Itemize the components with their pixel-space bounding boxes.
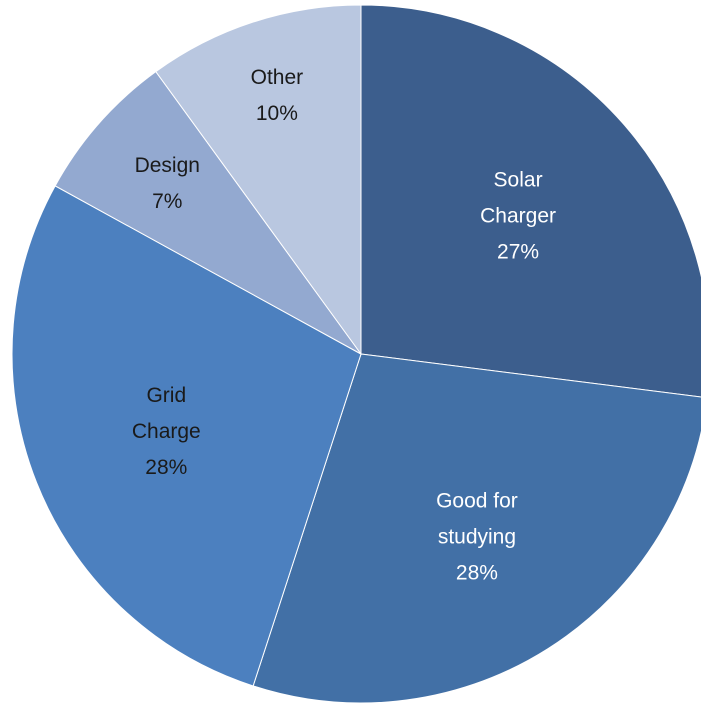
pie-slice-1 <box>252 353 701 703</box>
slice-percent-label: 28% <box>456 562 498 585</box>
pie-slice-3 <box>54 70 362 355</box>
slice-percent-label: 10% <box>256 102 298 125</box>
slice-percent-label: 7% <box>152 190 182 213</box>
slice-category-label: Charge <box>132 420 201 443</box>
pie-slice-4 <box>155 4 362 356</box>
pie-slice-label-2: Grid Charge 28% <box>132 384 201 479</box>
pie-slice-label-0: Solar Charger 27% <box>480 169 556 264</box>
slices-layer <box>11 4 701 703</box>
slice-category-label: Grid <box>146 384 186 407</box>
pie-slice-label-3: Design 7% <box>135 154 200 213</box>
slice-category-label: Solar <box>494 169 543 192</box>
slice-percent-label: 28% <box>145 456 187 479</box>
slice-category-label: studying <box>438 526 516 549</box>
pie-slice-2 <box>11 185 362 687</box>
slice-percent-label: 27% <box>497 241 539 264</box>
pie-slice-0 <box>360 4 701 398</box>
slice-category-label: Design <box>135 154 200 177</box>
labels-layer: Solar Charger 27% Good for studying 28% Grid Ch… <box>132 66 556 585</box>
slice-category-label: Charger <box>480 205 556 228</box>
slice-category-label: Other <box>251 66 304 89</box>
pie-slice-label-1: Good for studying 28% <box>436 490 518 585</box>
slice-category-label: Good for <box>436 490 518 513</box>
pie-slice-label-4: Other 10% <box>251 66 304 125</box>
